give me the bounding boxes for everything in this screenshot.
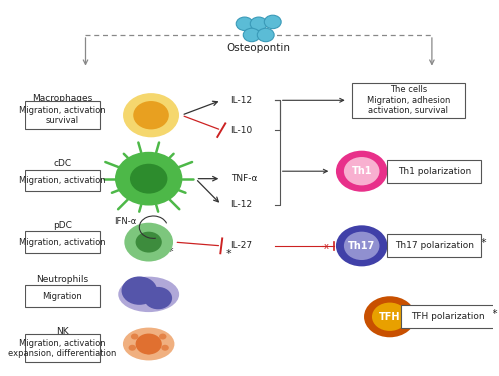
Circle shape — [372, 303, 408, 331]
Text: Neutrophils: Neutrophils — [36, 275, 88, 284]
Text: IL-27: IL-27 — [231, 241, 252, 250]
FancyBboxPatch shape — [387, 160, 481, 183]
Text: Th17: Th17 — [348, 241, 375, 251]
Circle shape — [122, 92, 180, 138]
Circle shape — [336, 225, 387, 266]
FancyBboxPatch shape — [24, 231, 99, 253]
Text: IL-12: IL-12 — [231, 200, 252, 209]
Circle shape — [133, 101, 169, 129]
Circle shape — [344, 157, 379, 185]
FancyBboxPatch shape — [387, 234, 481, 258]
Text: Migration: Migration — [42, 292, 82, 301]
Circle shape — [136, 232, 162, 253]
Ellipse shape — [118, 277, 179, 312]
Circle shape — [145, 349, 152, 355]
FancyBboxPatch shape — [24, 335, 99, 362]
Circle shape — [336, 151, 387, 192]
Text: *: * — [168, 247, 173, 257]
Text: Osteopontin: Osteopontin — [227, 43, 291, 53]
Text: cDC: cDC — [53, 159, 71, 168]
Circle shape — [136, 334, 162, 355]
Circle shape — [161, 345, 169, 351]
FancyBboxPatch shape — [24, 101, 99, 129]
Text: NK: NK — [56, 327, 68, 336]
Ellipse shape — [123, 327, 175, 361]
Text: TFH polarization: TFH polarization — [412, 312, 485, 321]
Text: Migration, activation
expansion, differentiation: Migration, activation expansion, differe… — [8, 339, 116, 358]
Circle shape — [130, 164, 168, 194]
FancyBboxPatch shape — [24, 285, 99, 307]
Text: IFN-α: IFN-α — [114, 217, 136, 226]
Circle shape — [264, 15, 281, 29]
FancyBboxPatch shape — [24, 170, 99, 191]
Text: *: * — [492, 309, 498, 319]
Circle shape — [236, 17, 253, 30]
Text: *: * — [481, 238, 487, 248]
Text: *: * — [226, 249, 232, 259]
Circle shape — [115, 152, 183, 206]
Circle shape — [243, 28, 260, 42]
Text: Th17 polarization: Th17 polarization — [395, 241, 474, 250]
Circle shape — [129, 345, 136, 351]
Text: IL-12: IL-12 — [231, 96, 252, 105]
Text: x: x — [324, 243, 329, 252]
Text: pDC: pDC — [53, 221, 71, 230]
FancyBboxPatch shape — [352, 83, 465, 118]
Circle shape — [131, 334, 138, 340]
Text: Migration, activation: Migration, activation — [19, 176, 105, 185]
Circle shape — [159, 334, 167, 340]
Circle shape — [364, 296, 416, 337]
Circle shape — [124, 223, 173, 262]
Circle shape — [144, 287, 172, 309]
Text: The cells
Migration, adhesion
activation, survival: The cells Migration, adhesion activation… — [367, 85, 450, 115]
FancyBboxPatch shape — [402, 305, 495, 328]
Circle shape — [257, 28, 274, 42]
Text: Th1: Th1 — [351, 166, 372, 176]
Circle shape — [344, 232, 379, 260]
Circle shape — [122, 276, 157, 305]
Text: TNF-α: TNF-α — [231, 174, 257, 183]
Text: Migration, activation
survival: Migration, activation survival — [19, 106, 105, 125]
Text: Th1 polarization: Th1 polarization — [398, 167, 471, 176]
Text: TFH: TFH — [379, 312, 401, 322]
Circle shape — [250, 17, 267, 30]
Text: Macrophages: Macrophages — [32, 94, 92, 103]
Text: Migration, activation: Migration, activation — [19, 238, 105, 247]
Text: IL-10: IL-10 — [231, 126, 253, 135]
